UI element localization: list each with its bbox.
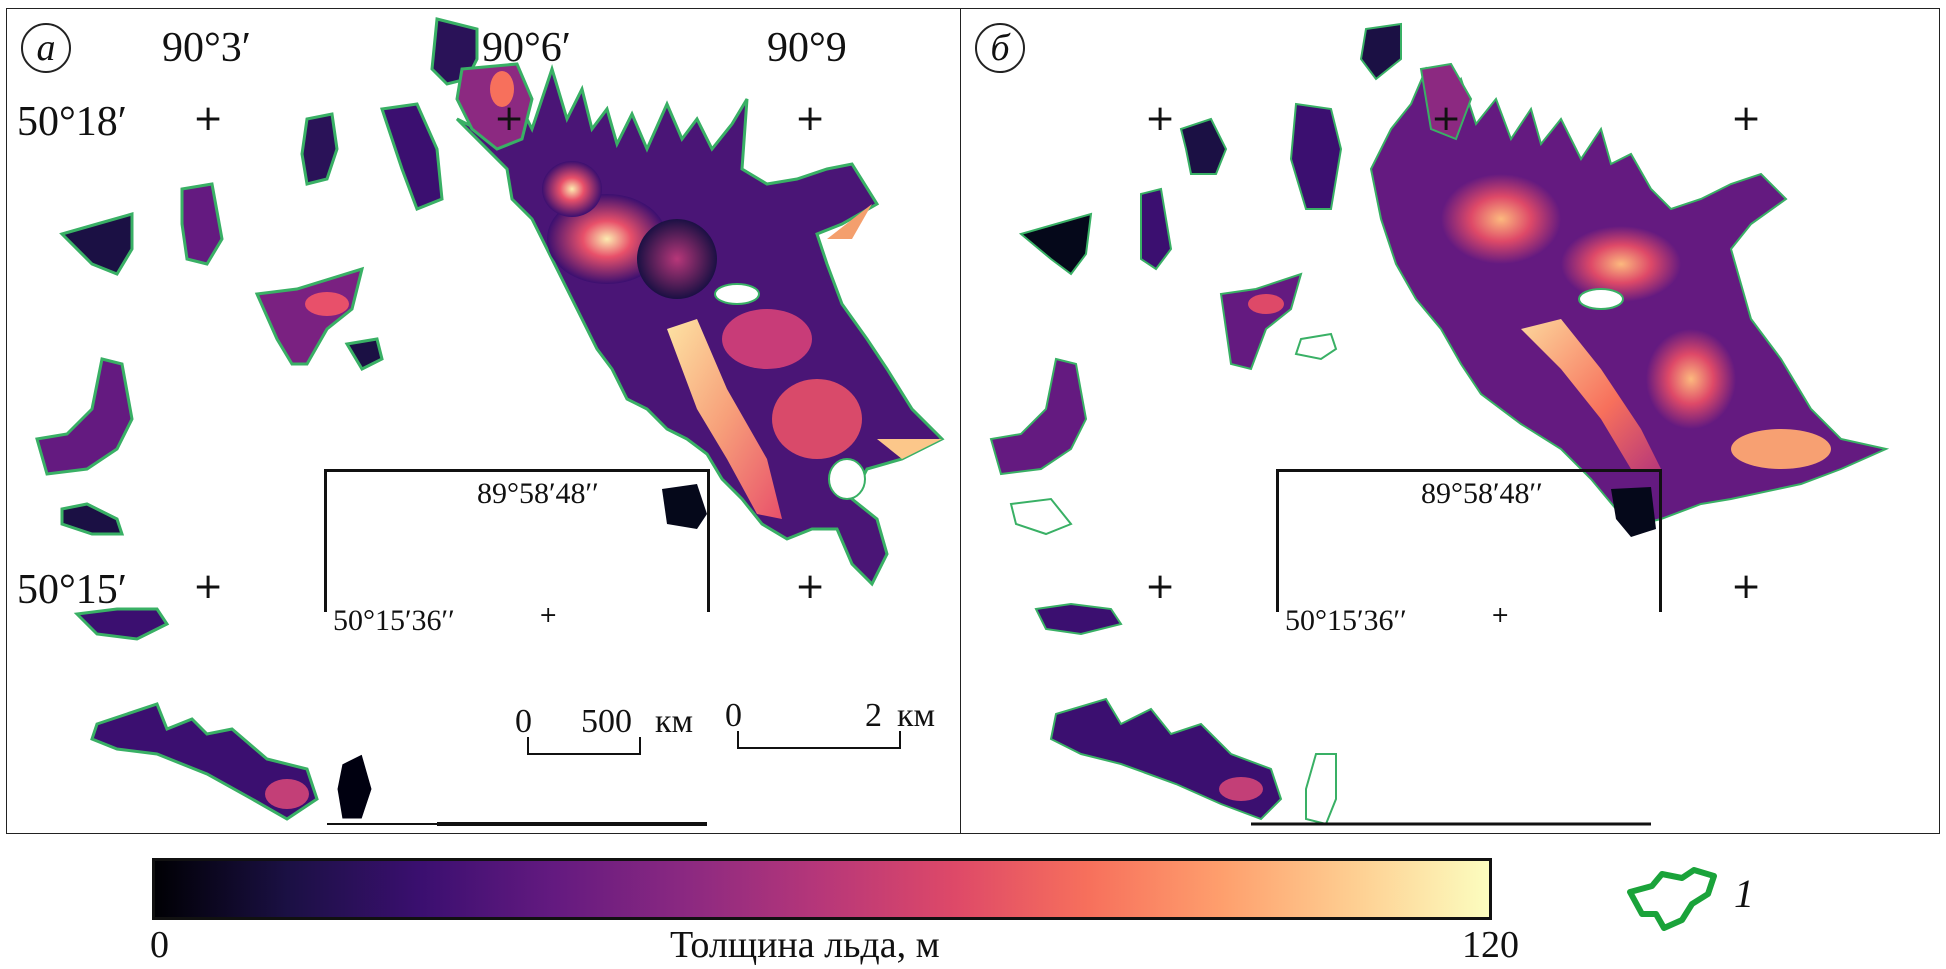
grid-cross: + [795,566,826,607]
colorbar-title: Толщина льда, м [670,924,940,966]
scale-bar-main [737,731,901,749]
glacier-map-b [989,22,1890,826]
inset-lon-label: 89°58′48′′ [477,477,599,510]
scale-inset-start: 0 [515,703,532,740]
glacier-small-a4 [59,212,134,276]
grid-cross: + [1431,98,1462,139]
glacier-small-a8 [60,502,125,536]
grid-cross: + [193,98,224,139]
glacier-small-a5 [254,266,365,366]
glacier-small-b2 [1179,117,1228,175]
scale-bar-inset [527,737,641,755]
lat-label-2: 50°15′ [17,567,127,613]
glacier-top-b [1359,22,1402,81]
panel-label-a: а [21,23,71,73]
lat-label-1: 50°18′ [17,99,127,145]
inset-frame-b [1276,469,1662,612]
lon-label-2: 90°6′ [482,25,571,71]
glacier-small-b3 [1140,187,1173,271]
scale-inset-end: 500 [581,703,632,740]
map-panel-a: а 90°3′ 90°6′ 90°9 50°18′ 50°15′ + + + +… [6,8,961,834]
glacier-chain-b [1049,697,1283,821]
inset-frame-a [324,469,710,612]
scale-main-start: 0 [725,697,742,734]
colorbar-max-label: 120 [1462,924,1519,966]
glacier-small-b4 [1018,212,1093,276]
glacier-small-b1 [1289,102,1343,210]
inset-cross: + [1491,603,1510,628]
scale-inset-unit: км [655,703,694,740]
colorbar [152,858,1492,920]
glacier-small-a7 [35,357,134,476]
grid-cross: + [1145,566,1176,607]
grid-cross: + [1731,98,1762,139]
glacier-small-a1 [300,112,339,186]
lon-label-3: 90°9 [767,25,847,71]
grid-cross: + [795,98,826,139]
glacier-small-b5 [1219,272,1303,371]
colorbar-min-label: 0 [150,924,169,966]
inset-lon-label: 89°58′48′′ [1421,477,1543,510]
glacier-small-a9 [73,607,170,641]
glacier-small-b7 [1034,602,1123,636]
glacier-small-a6 [344,337,384,371]
lon-label-1: 90°3′ [162,25,251,71]
grid-cross: + [193,566,224,607]
legend-label: 1 [1734,871,1754,916]
grid-cross: + [1145,98,1176,139]
scale-main-end: 2 [865,697,882,734]
panel-label-b: б [975,23,1025,73]
inset-lat-label: 50°15′36′′ [1285,604,1407,637]
inset-glacier-b [1611,487,1656,537]
inset-lat-label: 50°15′36′′ [333,604,455,637]
legend-glacier-outline-icon [1627,867,1717,931]
scale-main-unit: км [897,697,936,734]
glacier-map-a [35,17,945,826]
glacier-small-a2 [380,102,444,211]
glacier-small-a3 [180,182,224,266]
glacier-chain-a [90,702,319,821]
grid-cross: + [494,98,525,139]
map-panel-b: б + + + + + 89°58′48′′ 50°15′36′′ + [960,8,1940,834]
inset-glacier-a [662,484,707,529]
glacier-small-b6 [989,357,1088,476]
grid-cross: + [1731,566,1762,607]
inset-cross: + [539,603,558,628]
